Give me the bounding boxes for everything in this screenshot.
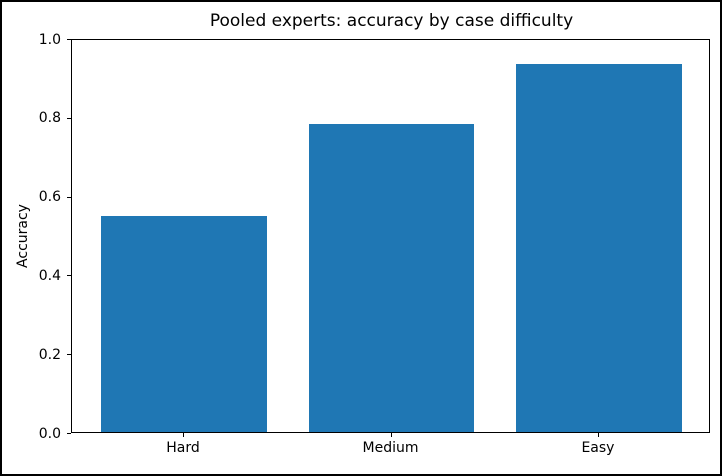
- y-tick-mark: [67, 275, 71, 277]
- bar-easy: [515, 63, 682, 432]
- y-tick-mark: [67, 433, 71, 434]
- y-tick-mark: [67, 196, 71, 198]
- x-tick-mark: [597, 433, 599, 437]
- y-tick-label: 0.8: [38, 110, 61, 127]
- x-tick-label: Hard: [166, 440, 200, 456]
- y-tick-label: 0.0: [38, 425, 61, 442]
- y-tick-mark: [67, 354, 71, 356]
- y-tick-mark: [67, 39, 71, 40]
- bar-medium: [308, 124, 475, 432]
- x-tick-mark: [183, 433, 185, 437]
- y-tick-label: 0.2: [38, 346, 61, 363]
- y-tick-mark: [67, 117, 71, 119]
- chart-title: Pooled experts: accuracy by case difficu…: [209, 11, 574, 31]
- y-tick-label: 1.0: [38, 31, 61, 48]
- x-tick-label: Medium: [362, 440, 419, 456]
- plot-area: [71, 39, 710, 433]
- y-tick-label: 0.6: [38, 189, 61, 206]
- x-tick-mark: [390, 433, 392, 437]
- y-axis-label: Accuracy: [15, 204, 31, 268]
- bar-hard: [101, 216, 267, 432]
- y-tick-label: 0.4: [38, 267, 61, 284]
- x-tick-label: Easy: [581, 440, 615, 456]
